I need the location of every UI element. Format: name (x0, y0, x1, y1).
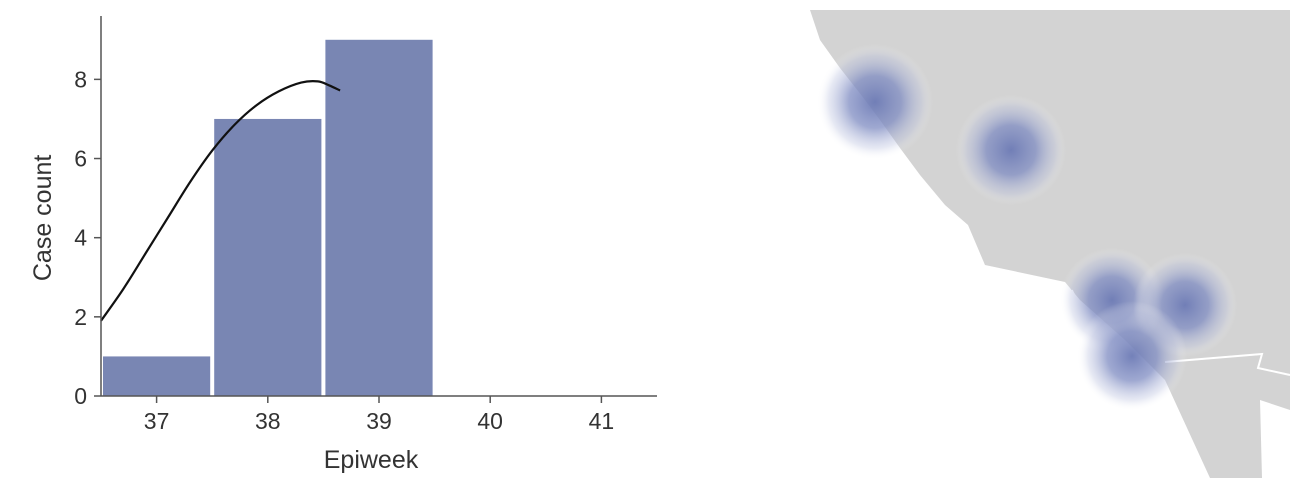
border-line (1164, 352, 1291, 376)
x-tick-label: 40 (477, 408, 503, 434)
x-tick-label: 37 (144, 408, 170, 434)
y-axis-ticks: 0 2 4 6 8 (74, 66, 101, 409)
y-tick-label: 6 (74, 146, 87, 172)
y-tick-label: 0 (74, 383, 87, 409)
x-tick-label: 38 (255, 408, 281, 434)
y-axis-title: Case count (29, 155, 57, 282)
trend-curve (100, 79, 341, 322)
hotspot-south (1077, 301, 1187, 411)
x-axis-title: Epiweek (324, 446, 419, 474)
hotspot-inland (956, 95, 1066, 205)
bar-epiweek-39 (325, 39, 433, 396)
bars-group (103, 39, 433, 397)
bar-epiweek-37 (103, 356, 211, 396)
y-tick-label: 8 (74, 66, 87, 92)
x-tick-label: 39 (366, 408, 392, 434)
y-tick-label: 2 (74, 304, 87, 330)
x-tick-label: 41 (589, 408, 615, 434)
epiweek-bar-chart: 0 2 4 6 8 37 38 39 40 41 Epiweek Case count (29, 16, 657, 474)
hotspot-north-coast (817, 44, 933, 160)
x-axis-ticks: 37 38 39 40 41 (144, 396, 614, 434)
y-tick-label: 4 (74, 225, 87, 251)
bar-epiweek-38 (214, 118, 322, 397)
